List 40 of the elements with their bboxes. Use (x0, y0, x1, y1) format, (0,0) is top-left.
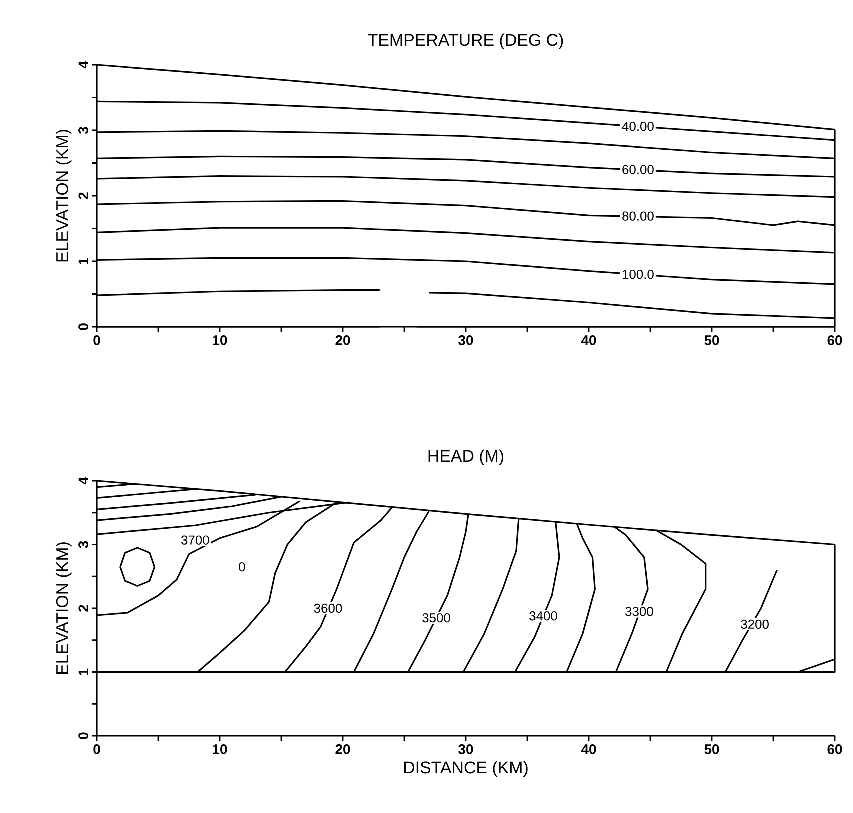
x-axis-title: DISTANCE (KM) (404, 761, 528, 778)
x-tick-label: 60 (828, 744, 842, 754)
y-tick-label: 1 (78, 668, 88, 676)
annotation: 3600 (314, 604, 342, 614)
y-tick-label: 2 (78, 605, 88, 612)
annotation: 3500 (422, 613, 450, 623)
x-tick-label: 10 (213, 336, 228, 346)
x-tick-label: 50 (704, 744, 720, 754)
annotation: 3400 (530, 612, 558, 621)
y-tick-label: 3 (78, 127, 88, 134)
x-tick-label: 40 (581, 336, 596, 346)
x-tick-label: 30 (458, 744, 474, 754)
x-tick-label: 0 (94, 336, 100, 346)
chart-title: HEAD (M) (428, 450, 504, 466)
x-tick-label: 50 (704, 336, 720, 346)
x-tick-label: 20 (336, 336, 350, 346)
y-tick-label: 3 (78, 541, 88, 548)
y-axis-title: ELEVATION (KM) (56, 542, 72, 674)
x-tick-label: 40 (581, 744, 596, 754)
annotation: 40.00 (622, 122, 654, 132)
y-axis-title: ELEVATION (KM) (56, 130, 72, 262)
x-tick-label: 60 (828, 336, 842, 346)
annotation: 80.00 (622, 212, 654, 221)
annotation: 3200 (741, 620, 769, 630)
chart-title: TEMPERATURE (DEG C) (368, 34, 564, 50)
annotation: 100.0 (622, 270, 654, 280)
x-tick-label: 10 (213, 744, 228, 754)
annotation: 0 (239, 562, 246, 572)
y-tick-label: 2 (78, 192, 88, 200)
annotation: 3300 (626, 607, 654, 616)
x-tick-label: 30 (458, 336, 474, 346)
y-tick-label: 0 (78, 732, 88, 740)
annotation: 60.00 (622, 165, 654, 174)
x-tick-label: 0 (94, 744, 100, 754)
y-tick-label: 4 (78, 477, 88, 485)
annotation: 3700 (181, 536, 210, 545)
y-tick-label: 4 (78, 61, 88, 69)
y-tick-label: 0 (78, 324, 88, 330)
y-tick-label: 1 (78, 258, 88, 264)
x-tick-label: 20 (336, 744, 350, 754)
